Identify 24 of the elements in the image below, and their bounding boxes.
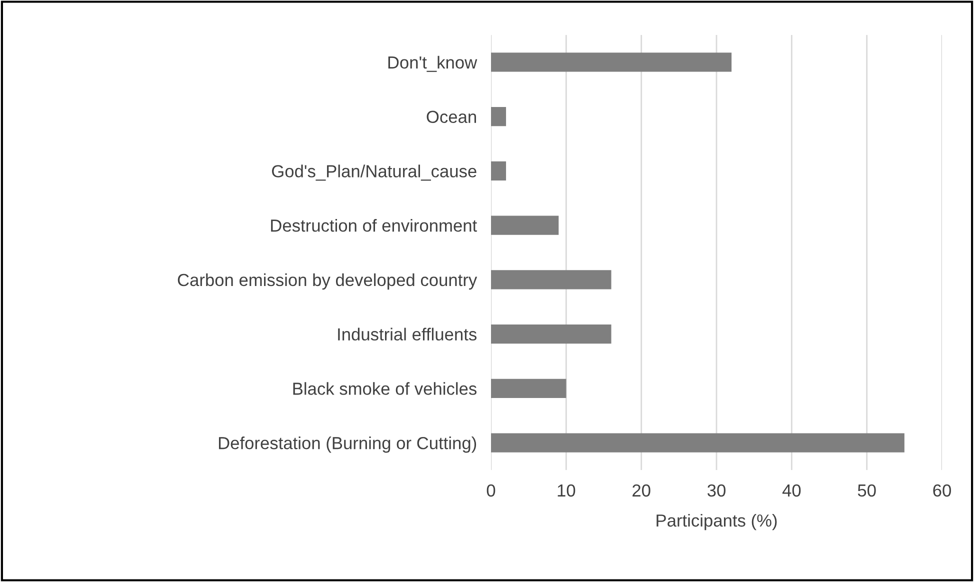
x-tick-label: 50 [858,484,876,497]
bar [491,161,506,180]
y-tick-label: God's_Plan/Natural_cause [272,164,476,181]
bar [491,270,612,290]
x-tick-label: 10 [558,484,576,497]
x-tick-label: 30 [708,484,726,497]
bar [491,324,612,344]
x-tick-label: 0 [486,484,496,497]
bar [491,216,559,235]
x-tick-label: 40 [782,484,801,497]
bar [491,378,566,398]
bar [491,52,732,72]
y-tick-label: Ocean [426,110,476,124]
x-axis-title: Participants (%) [656,514,777,530]
y-tick-label: Black smoke of vehicles [293,382,476,395]
x-tick-label: 60 [933,484,951,497]
y-tick-label: Carbon emission by developed country [178,273,478,290]
y-tick-label: Destruction of environment [271,219,477,232]
y-tick-label: Don't_know [388,56,478,72]
x-tick-label: 20 [632,484,650,497]
y-tick-label: Deforestation (Burning or Cutting) [218,436,476,453]
bar [491,107,506,126]
y-tick-label: Industrial effluents [338,328,476,341]
bar [491,433,904,452]
